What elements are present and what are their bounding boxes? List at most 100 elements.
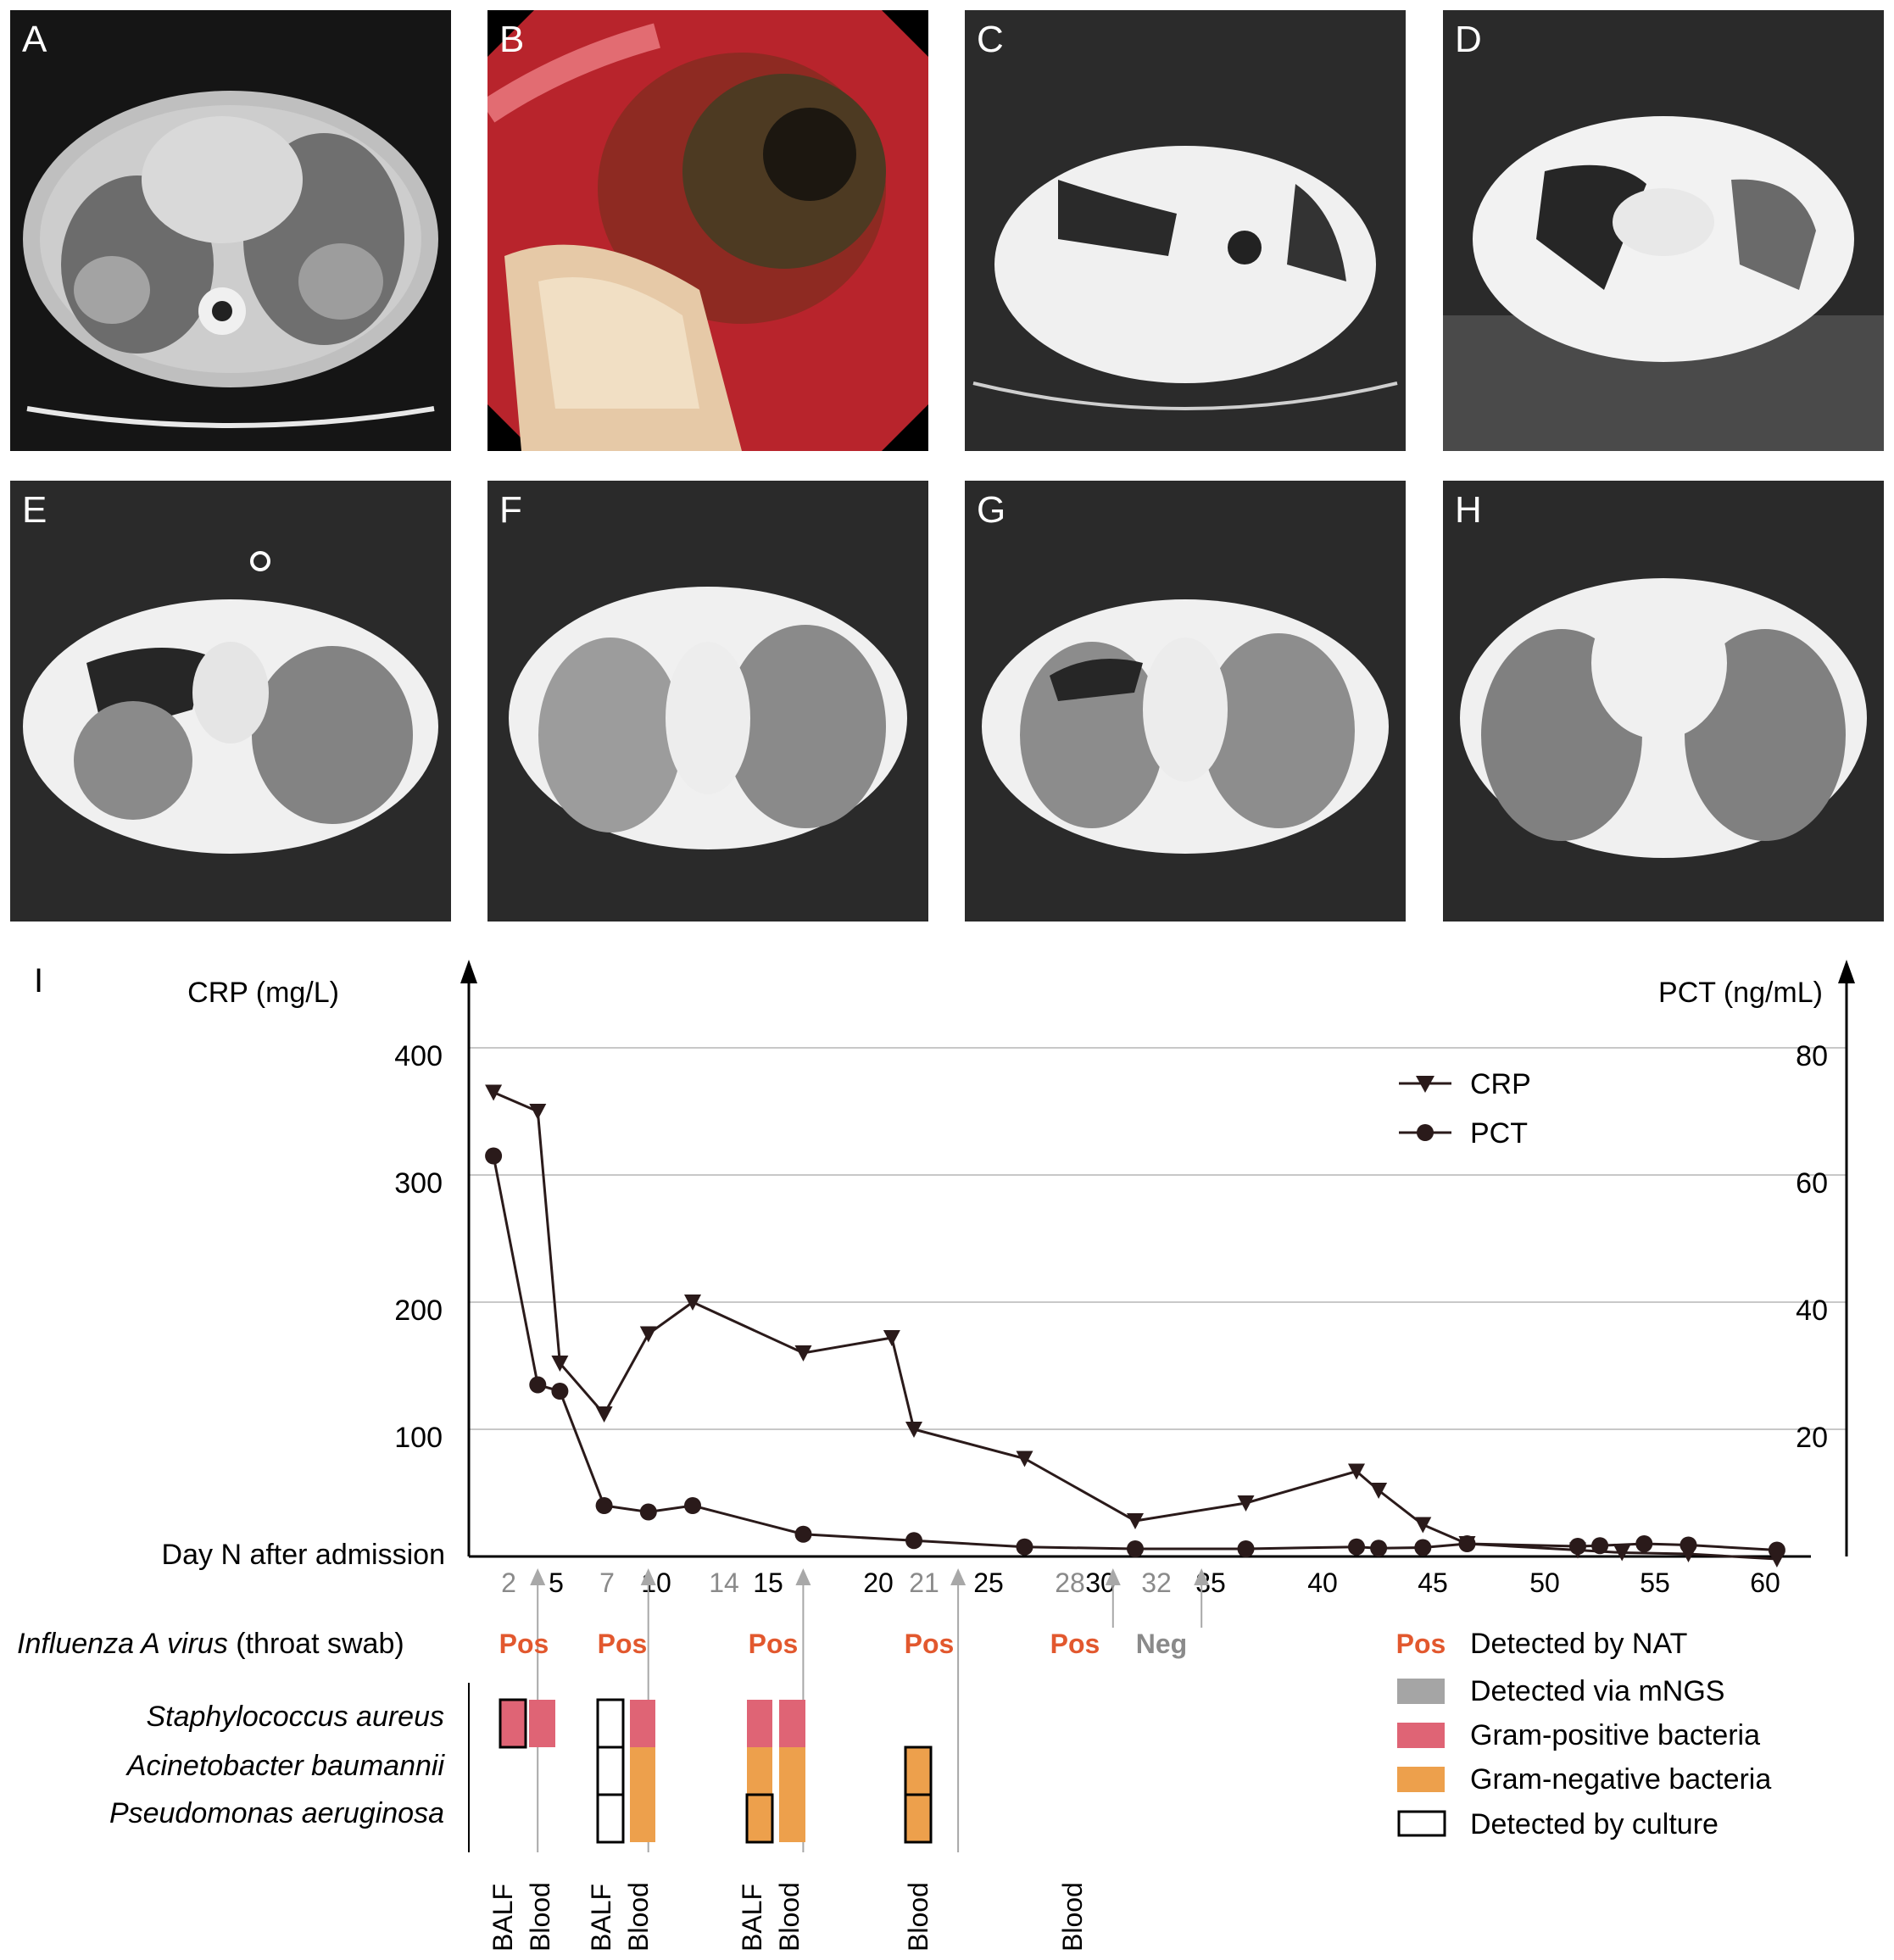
crp-point bbox=[639, 1326, 657, 1343]
crp-point bbox=[1016, 1451, 1033, 1467]
detection-cell bbox=[779, 1700, 805, 1747]
detection-cell bbox=[499, 1698, 527, 1749]
legend-gram-positive-label: Gram-positive bacteria bbox=[1470, 1719, 1760, 1751]
crp-point bbox=[1613, 1545, 1631, 1562]
x-tick-label: 15 bbox=[753, 1567, 783, 1598]
data-series bbox=[485, 1084, 1785, 1567]
pct-point bbox=[905, 1532, 922, 1550]
test-day-label: 21 bbox=[909, 1567, 939, 1598]
pct-point bbox=[1458, 1535, 1476, 1552]
legend-mngs-label: Detected via mNGS bbox=[1470, 1675, 1724, 1707]
sample-label: Blood bbox=[623, 1882, 654, 1952]
sample-labels: BALF Blood BALF Blood BALF Blood Blood B… bbox=[487, 1882, 1088, 1952]
left-tick-label: 300 bbox=[394, 1167, 443, 1200]
x-tick-label: 40 bbox=[1307, 1567, 1338, 1598]
panel-label: D bbox=[1455, 19, 1482, 60]
right-tick-label: 40 bbox=[1796, 1295, 1828, 1327]
bacteria-label: Acinetobacter baumannii bbox=[125, 1750, 446, 1782]
x-tick-label: 55 bbox=[1640, 1567, 1670, 1598]
influenza-sample: (throat swab) bbox=[228, 1628, 404, 1660]
panel-c-ct-scan: C bbox=[965, 10, 1406, 451]
detection-cell bbox=[630, 1700, 655, 1747]
pct-point bbox=[1370, 1540, 1388, 1557]
panel-d-ct-scan: D bbox=[1443, 10, 1884, 451]
detection-cell bbox=[747, 1747, 772, 1795]
result-pos: Pos bbox=[499, 1629, 549, 1659]
x-tick-label: 50 bbox=[1529, 1567, 1560, 1598]
detection-cell bbox=[529, 1700, 555, 1747]
left-axis-ticks: 400 300 200 100 bbox=[394, 1040, 443, 1454]
x-tick-label: 20 bbox=[863, 1567, 894, 1598]
crp-point bbox=[1370, 1483, 1388, 1499]
sample-label: Blood bbox=[903, 1882, 933, 1952]
crp-point bbox=[1414, 1517, 1432, 1534]
detection-cell bbox=[596, 1698, 625, 1749]
detection-cell bbox=[630, 1795, 655, 1842]
sample-label: BALF bbox=[737, 1884, 767, 1952]
legend-culture-label: Detected by culture bbox=[1470, 1808, 1719, 1840]
sample-label: Blood bbox=[1057, 1882, 1088, 1952]
legend-nat-label: Detected by NAT bbox=[1470, 1628, 1687, 1660]
test-day-arrow-icon bbox=[530, 1568, 546, 1585]
panel-label: B bbox=[499, 19, 525, 60]
crp-point bbox=[905, 1422, 922, 1438]
left-tick-label: 200 bbox=[394, 1295, 443, 1327]
right-tick-label: 80 bbox=[1796, 1040, 1828, 1072]
right-tick-label: 60 bbox=[1796, 1167, 1828, 1200]
x-tick-label: 5 bbox=[549, 1567, 564, 1598]
x-axis-test-days: 2 7 14 21 28 32 bbox=[501, 1567, 1172, 1598]
legend-pos-key: Pos bbox=[1396, 1629, 1446, 1659]
test-day-label: 32 bbox=[1141, 1567, 1172, 1598]
left-tick-label: 400 bbox=[394, 1040, 443, 1072]
test-day-arrow-icon bbox=[1194, 1568, 1210, 1585]
crp-point bbox=[595, 1406, 613, 1423]
pct-point bbox=[1348, 1538, 1365, 1556]
pct-point bbox=[684, 1497, 701, 1514]
crp-point bbox=[485, 1084, 503, 1101]
legend-pct-label: PCT bbox=[1470, 1117, 1528, 1150]
test-day-arrow-icon bbox=[795, 1568, 811, 1585]
pct-point bbox=[794, 1525, 812, 1543]
crp-point bbox=[551, 1356, 569, 1372]
detection-cell bbox=[630, 1747, 655, 1795]
pct-point bbox=[529, 1376, 547, 1394]
test-day-arrow-icon bbox=[950, 1568, 966, 1585]
test-day-label: 2 bbox=[501, 1567, 516, 1598]
bacteria-label: Pseudomonas aeruginosa bbox=[109, 1797, 444, 1829]
x-tick-label: 60 bbox=[1750, 1567, 1780, 1598]
bacteria-detections bbox=[499, 1698, 933, 1844]
result-pos: Pos bbox=[1050, 1629, 1100, 1659]
detection-cell bbox=[904, 1793, 933, 1844]
result-pos: Pos bbox=[905, 1629, 955, 1659]
pct-point bbox=[551, 1383, 569, 1400]
right-tick-label: 20 bbox=[1796, 1422, 1828, 1454]
panel-label: F bbox=[499, 489, 522, 531]
panel-b-bronchoscopy: B bbox=[487, 10, 928, 451]
panel-label: C bbox=[977, 19, 1004, 60]
panel-h-ct-scan: H bbox=[1443, 481, 1884, 922]
panel-i-crp-pct-chart: I CRP (mg/L) PCT (ng/mL) Day N after adm… bbox=[17, 960, 1855, 1952]
detection-cell bbox=[779, 1747, 805, 1795]
pct-point bbox=[1680, 1536, 1697, 1554]
test-day-arrow-icon bbox=[640, 1568, 656, 1585]
pct-point bbox=[1569, 1538, 1586, 1555]
test-day-label: 14 bbox=[709, 1567, 739, 1598]
pct-point bbox=[1237, 1540, 1255, 1557]
detection-cell bbox=[904, 1746, 933, 1796]
right-axis-arrow-icon bbox=[1838, 960, 1855, 983]
result-pos: Pos bbox=[598, 1629, 648, 1659]
chart-legend: CRP PCT bbox=[1399, 1068, 1531, 1150]
legend-culture-swatch bbox=[1397, 1810, 1446, 1837]
result-pos: Pos bbox=[749, 1629, 799, 1659]
panel-label: G bbox=[977, 489, 1006, 531]
legend-crp-marker-icon bbox=[1416, 1076, 1434, 1093]
gridlines bbox=[469, 1047, 1847, 1430]
pct-series-line bbox=[492, 1155, 1777, 1551]
result-neg: Neg bbox=[1136, 1629, 1187, 1659]
test-day-label: 28 bbox=[1055, 1567, 1085, 1598]
crp-point bbox=[1237, 1495, 1255, 1512]
crp-point bbox=[883, 1330, 900, 1346]
left-tick-label: 100 bbox=[394, 1422, 443, 1454]
crp-point bbox=[684, 1295, 701, 1311]
influenza-name: Influenza A virus bbox=[17, 1628, 228, 1660]
